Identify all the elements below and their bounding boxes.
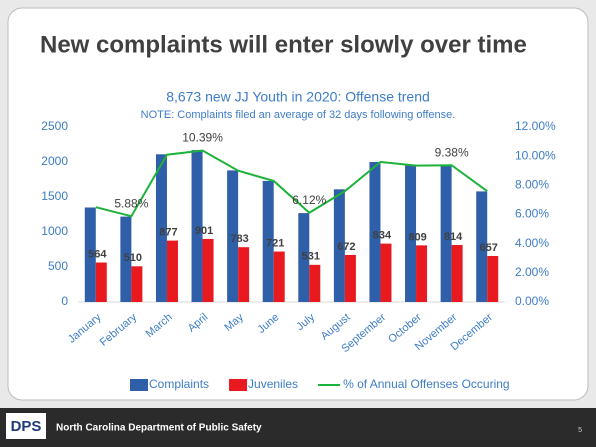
bar [487, 256, 499, 302]
y2-tick-label: 2.00% [515, 265, 549, 279]
data-label: 531 [302, 251, 320, 263]
bar [476, 191, 488, 302]
y2-tick-label: 0.00% [515, 294, 549, 308]
bar [166, 240, 178, 302]
data-label: 564 [88, 248, 107, 260]
bar [95, 262, 107, 302]
data-label: 814 [444, 231, 463, 243]
y-tick-label: 1000 [41, 224, 68, 238]
data-label: 721 [266, 237, 284, 249]
line-label: 10.39% [182, 131, 223, 145]
bar [131, 266, 143, 302]
bar [120, 216, 132, 302]
bar [405, 164, 417, 302]
bar [155, 154, 167, 302]
legend-label: Juveniles [248, 377, 298, 391]
line-label: 6.12% [292, 193, 326, 207]
line-label: 5.88% [114, 196, 148, 210]
data-label: 510 [124, 252, 142, 264]
data-label: 657 [480, 242, 498, 254]
chart-title: 8,673 new JJ Youth in 2020: Offense tren… [166, 89, 430, 105]
bar [451, 245, 463, 302]
slide-title: New complaints will enter slowly over ti… [40, 31, 527, 58]
legend-swatch [229, 379, 248, 391]
data-label: 834 [373, 230, 392, 242]
bar [227, 170, 239, 302]
line-label: 9.38% [435, 145, 469, 159]
y-tick-label: 500 [48, 259, 68, 273]
bar [262, 180, 274, 302]
legend-label: Complaints [149, 377, 209, 391]
bar [202, 238, 214, 302]
bar [369, 162, 381, 302]
y-tick-label: 1500 [41, 189, 68, 203]
bar [416, 245, 428, 302]
line-series [95, 149, 488, 218]
y2-tick-label: 12.00% [515, 119, 556, 133]
data-label: 901 [195, 225, 213, 237]
y2-tick-label: 8.00% [515, 178, 549, 192]
bar [191, 150, 203, 302]
bar [84, 207, 96, 302]
bar [238, 247, 250, 302]
data-label: 783 [230, 233, 248, 245]
y-tick-label: 2000 [41, 154, 68, 168]
bar [380, 243, 392, 302]
bar [344, 254, 356, 302]
y2-tick-label: 4.00% [515, 236, 549, 250]
page-number: 5 [578, 427, 582, 434]
bar [440, 164, 452, 302]
footer-text: North Carolina Department of Public Safe… [56, 423, 262, 434]
data-label: 672 [337, 241, 355, 253]
bar [333, 189, 345, 302]
data-label: 809 [408, 231, 426, 243]
bar [273, 251, 285, 302]
logo: DPS [11, 418, 42, 435]
y2-tick-label: 6.00% [515, 207, 549, 221]
legend-swatch [130, 379, 148, 391]
logo-box [6, 413, 46, 439]
data-label: 877 [159, 227, 177, 239]
bar [298, 213, 310, 302]
footer-bar [0, 408, 596, 447]
y-tick-label: 2500 [41, 119, 68, 133]
y2-tick-label: 10.00% [515, 148, 556, 162]
legend-label: % of Annual Offenses Occuring [343, 377, 510, 391]
y-tick-label: 0 [61, 294, 68, 308]
bar [309, 264, 321, 302]
chart-subtitle: NOTE: Complaints filed an average of 32 … [141, 109, 456, 121]
